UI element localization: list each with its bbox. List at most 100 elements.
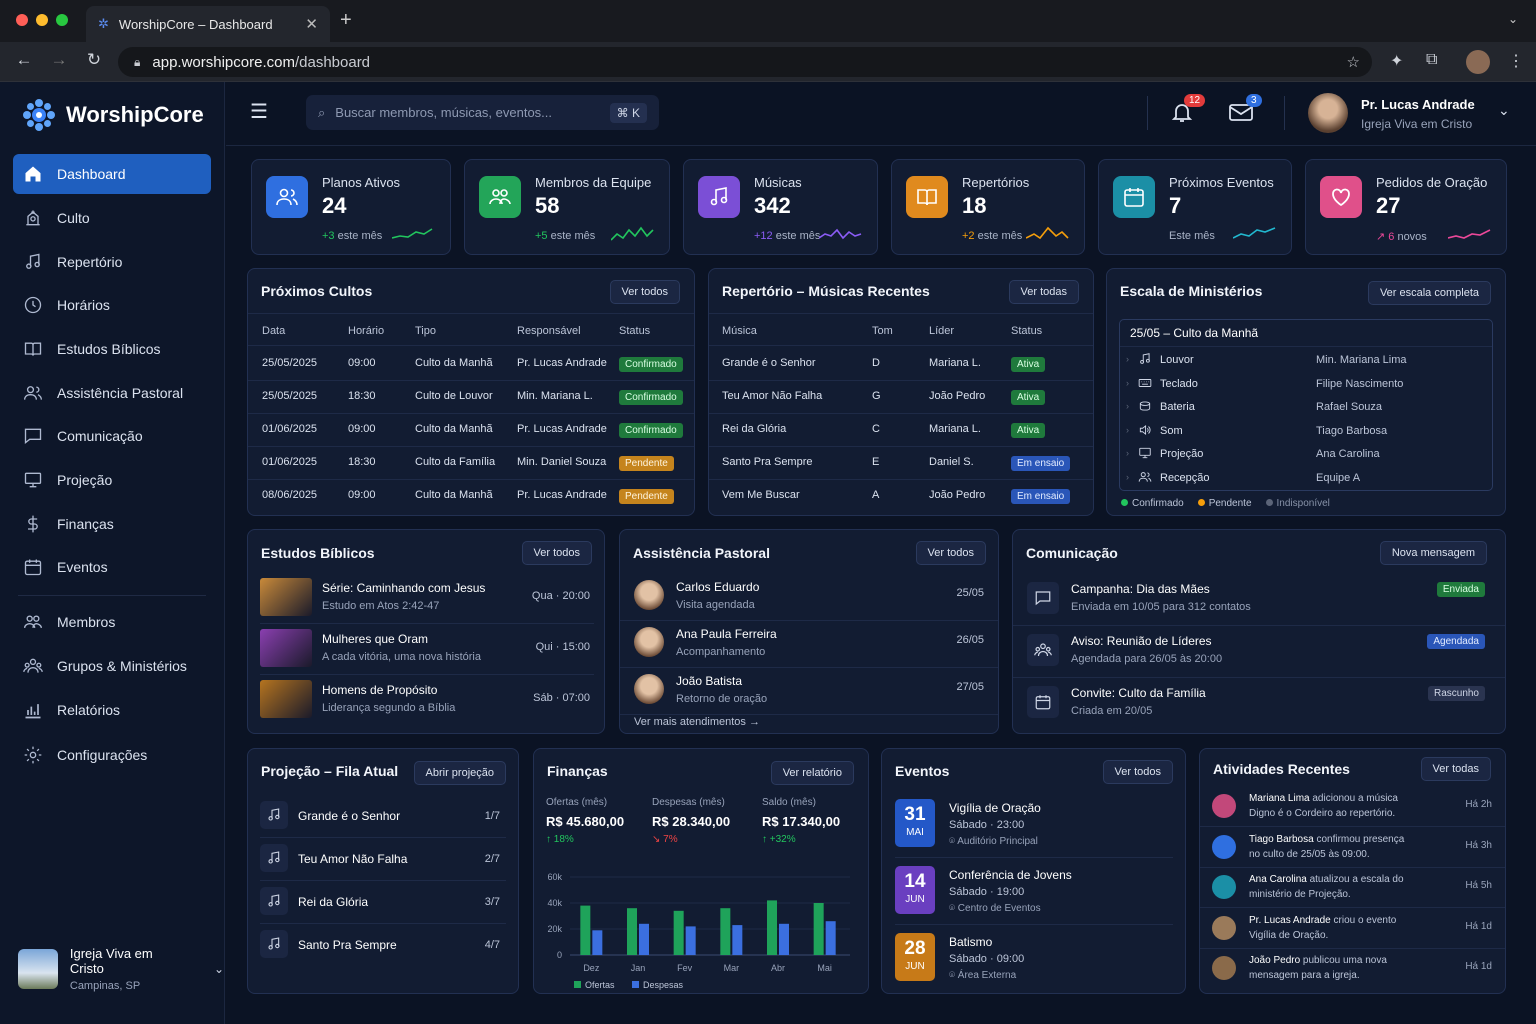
atividade-item[interactable]: Pr. Lucas Andrade criou o evento Vigília … xyxy=(1200,911,1505,949)
divider xyxy=(1200,826,1505,827)
table-cell: Mariana L. xyxy=(929,423,981,435)
profile-avatar[interactable] xyxy=(1466,50,1490,74)
close-tab-icon[interactable]: ✕ xyxy=(305,16,318,33)
evento-item[interactable]: 28 JUN Batismo Sábado · 09:00 ⌾ Área Externa xyxy=(895,933,1175,989)
comunicacao-item[interactable]: Campanha: Dia das Mães Enviada em 10/05 p… xyxy=(1013,578,1505,626)
evento-item[interactable]: 31 MAI Vigília de Oração Sábado · 23:00 ⌾ Au… xyxy=(895,799,1175,858)
sidebar-item-finan-as[interactable]: Finanças xyxy=(13,504,211,544)
ver-todos-eventos-button[interactable]: Ver todos xyxy=(1102,760,1173,784)
atividade-item[interactable]: João Pedro publicou uma nova mensagem par… xyxy=(1212,951,1494,987)
puzzle-icon[interactable]: ⧉ xyxy=(1426,51,1438,68)
sidebar-item-culto[interactable]: Culto xyxy=(13,198,211,238)
comunicacao-item[interactable]: Convite: Culto da Família Criada em 20/05… xyxy=(1027,682,1493,728)
tab-search-icon[interactable]: ⌄ xyxy=(1507,12,1518,26)
sidebar-item-assist-ncia-pastoral[interactable]: Assistência Pastoral xyxy=(13,373,211,413)
atividade-item[interactable]: Ana Carolina atualizou a escala do minist… xyxy=(1200,870,1505,908)
pastoral-date: 25/05 xyxy=(956,587,984,599)
table-header: Status xyxy=(619,325,651,337)
estudo-item[interactable]: Série: Caminhando com Jesus Estudo em Ato… xyxy=(260,578,594,624)
stat-delta: +5 xyxy=(535,230,548,242)
bar-despesas-mai xyxy=(825,921,836,955)
escala-row[interactable]: › Recepção Equipe A xyxy=(1126,470,1486,490)
projecao-queue-item[interactable]: Rei da Glória 3/7 xyxy=(260,887,506,924)
user-menu-chevron-icon[interactable]: ⌄ xyxy=(1498,102,1510,118)
sidebar-item-grupos-minist-rios[interactable]: Grupos & Ministérios xyxy=(13,646,211,686)
estudo-item[interactable]: Homens de Propósito Liderança segundo a B… xyxy=(260,680,594,720)
sidebar-item-eventos[interactable]: Eventos xyxy=(13,547,211,587)
ver-relatorio-button[interactable]: Ver relatório xyxy=(770,761,854,785)
escala-row[interactable]: › Louvor Min. Mariana Lima xyxy=(1126,352,1486,372)
sidebar-item-configura-es[interactable]: Configurações xyxy=(13,735,211,775)
sidebar-item-comunica-o[interactable]: Comunicação xyxy=(13,416,211,456)
location-pin-icon: ⌾ xyxy=(949,836,958,847)
bookmark-star-icon[interactable]: ☆ xyxy=(1346,54,1360,71)
heart-icon xyxy=(1320,176,1362,218)
ver-todos-cultos-button[interactable]: Ver todos xyxy=(609,280,680,304)
user-menu[interactable]: Pr. Lucas Andrade Igreja Viva em Cristo xyxy=(1361,97,1475,131)
pastoral-item[interactable]: Ana Paula Ferreira Acompanhamento 26/05 xyxy=(620,625,998,668)
close-window-button[interactable] xyxy=(16,14,28,26)
back-icon[interactable]: ← xyxy=(15,50,33,69)
reload-icon[interactable]: ↻ xyxy=(86,50,102,69)
url-field[interactable]: 🔒︎ app.worshipcore.com/dashboard ☆ xyxy=(118,47,1372,77)
sidebar-item-repert-rio[interactable]: Repertório xyxy=(13,242,211,282)
escala-row[interactable]: › Som Tiago Barbosa xyxy=(1126,423,1486,443)
atividade-item[interactable]: Mariana Lima adicionou a música Digno é o… xyxy=(1200,789,1505,827)
user-avatar[interactable] xyxy=(1308,93,1348,133)
stat-card-4[interactable]: Próximos Eventos 7 Este mês xyxy=(1098,159,1292,255)
escala-row[interactable]: › Bateria Rafael Souza xyxy=(1126,399,1486,419)
stat-label: Próximos Eventos xyxy=(1169,175,1274,190)
menu-kebab-icon[interactable]: ⋮ xyxy=(1508,53,1524,70)
projecao-queue-item[interactable]: Santo Pra Sempre 4/7 xyxy=(260,930,506,960)
stat-sub: Este mês xyxy=(1169,230,1215,242)
sidebar-item-proje-o[interactable]: Projeção xyxy=(13,460,211,500)
sidebar-item-estudos-b-blicos[interactable]: Estudos Bíblicos xyxy=(13,329,211,369)
sidebar-item-membros[interactable]: Membros xyxy=(13,602,211,642)
stat-card-5[interactable]: Pedidos de Oração 27 ↗ 6 novos xyxy=(1305,159,1507,255)
forward-icon[interactable]: → xyxy=(50,50,68,69)
url-path: /dashboard xyxy=(294,53,371,71)
stat-card-3[interactable]: Repertórios 18 +2 este mês xyxy=(891,159,1085,255)
new-tab-button[interactable]: + xyxy=(340,9,352,31)
church-switcher[interactable]: Igreja Viva em Cristo Campinas, SP ⌄ xyxy=(18,946,224,992)
app-logo[interactable]: WorshipCore xyxy=(22,98,204,132)
escala-row[interactable]: › Teclado Filipe Nascimento xyxy=(1126,376,1486,396)
pastoral-item[interactable]: Carlos Eduardo Visita agendada 25/05 xyxy=(620,578,998,621)
extensions-icon[interactable]: ✦ xyxy=(1390,53,1404,70)
nova-mensagem-button[interactable]: Nova mensagem xyxy=(1379,541,1487,565)
mail-icon[interactable]: 3 xyxy=(1228,94,1262,129)
pastoral-item[interactable]: João Batista Retorno de oração 27/05 xyxy=(620,672,998,715)
sparkline xyxy=(611,226,654,241)
ver-mais-atendimentos-link[interactable]: Ver mais atendimentos → xyxy=(634,716,760,728)
table-cell: Santo Pra Sempre xyxy=(722,456,813,468)
ver-todos-pastoral-button[interactable]: Ver todos xyxy=(915,541,986,565)
maximize-window-button[interactable] xyxy=(56,14,68,26)
comunicacao-item[interactable]: Aviso: Reunião de Líderes Agendada para 2… xyxy=(1013,630,1505,678)
search-input[interactable]: Buscar membros, músicas, eventos... xyxy=(335,105,553,120)
projecao-queue-item[interactable]: Teu Amor Não Falha 2/7 xyxy=(260,844,506,881)
ver-todas-musicas-button[interactable]: Ver todas xyxy=(1008,280,1079,304)
estudo-item[interactable]: Mulheres que Oram A cada vitória, uma nov… xyxy=(260,629,594,675)
music-note-icon xyxy=(260,801,288,829)
projecao-queue-item[interactable]: Grande é o Senhor 1/7 xyxy=(260,801,506,838)
browser-tab[interactable]: ✲ WorshipCore – Dashboard ✕ xyxy=(86,6,330,42)
stat-card-2[interactable]: Músicas 342 +12 este mês xyxy=(683,159,878,255)
ver-todas-atividades-button[interactable]: Ver todas xyxy=(1420,757,1491,781)
atividade-item[interactable]: Tiago Barbosa confirmou presença no culto… xyxy=(1200,830,1505,868)
evento-item[interactable]: 14 JUN Conferência de Jovens Sábado · 19:00… xyxy=(895,866,1175,925)
escala-row[interactable]: › Projeção Ana Carolina xyxy=(1126,446,1486,466)
ver-escala-button[interactable]: Ver escala completa xyxy=(1367,281,1491,305)
table-cell: Pr. Lucas Andrade xyxy=(517,423,607,435)
sidebar-item-label: Membros xyxy=(57,614,116,630)
abrir-projecao-button[interactable]: Abrir projeção xyxy=(413,761,506,785)
notifications-bell-icon[interactable]: 12 xyxy=(1170,94,1206,129)
stat-card-0[interactable]: Planos Ativos 24 +3 este mês xyxy=(251,159,451,255)
minimize-window-button[interactable] xyxy=(36,14,48,26)
sidebar-item-dashboard[interactable]: Dashboard xyxy=(13,154,211,194)
sidebar-item-hor-rios[interactable]: Horários xyxy=(13,285,211,325)
stat-card-1[interactable]: Membros da Equipe 58 +5 este mês xyxy=(464,159,670,255)
sidebar-item-relat-rios[interactable]: Relatórios xyxy=(13,690,211,730)
hamburger-menu-icon[interactable]: ☰ xyxy=(250,101,268,123)
ver-todos-estudos-button[interactable]: Ver todos xyxy=(521,541,592,565)
search-bar[interactable]: ⌕ Buscar membros, músicas, eventos... ⌘ … xyxy=(306,95,659,130)
